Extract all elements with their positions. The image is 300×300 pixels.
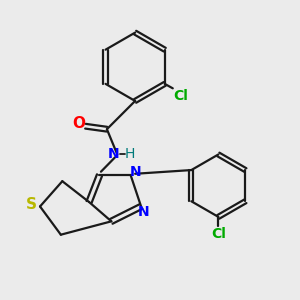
Text: H: H [124,148,135,161]
Text: N: N [108,148,120,161]
Text: Cl: Cl [173,89,188,103]
Text: N: N [138,205,150,219]
Text: S: S [26,197,37,212]
Text: N: N [130,165,142,179]
Text: Cl: Cl [212,227,226,241]
Text: O: O [72,116,85,131]
